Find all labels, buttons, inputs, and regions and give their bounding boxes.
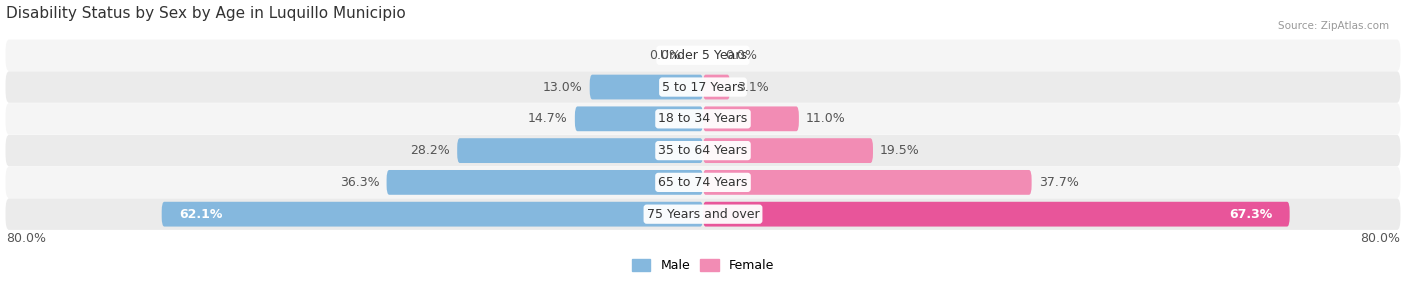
Text: 18 to 34 Years: 18 to 34 Years — [658, 112, 748, 125]
Text: 13.0%: 13.0% — [543, 81, 582, 94]
FancyBboxPatch shape — [6, 71, 1400, 103]
FancyBboxPatch shape — [703, 170, 1032, 195]
Text: 0.0%: 0.0% — [724, 49, 756, 62]
Text: 0.0%: 0.0% — [650, 49, 682, 62]
Text: 37.7%: 37.7% — [1039, 176, 1078, 189]
Text: 11.0%: 11.0% — [806, 112, 845, 125]
FancyBboxPatch shape — [162, 202, 703, 226]
Text: 19.5%: 19.5% — [880, 144, 920, 157]
Text: 28.2%: 28.2% — [411, 144, 450, 157]
FancyBboxPatch shape — [703, 75, 730, 99]
FancyBboxPatch shape — [6, 199, 1400, 230]
FancyBboxPatch shape — [703, 138, 873, 163]
FancyBboxPatch shape — [6, 40, 1400, 71]
Legend: Male, Female: Male, Female — [627, 254, 779, 277]
Text: Disability Status by Sex by Age in Luquillo Municipio: Disability Status by Sex by Age in Luqui… — [6, 5, 405, 21]
FancyBboxPatch shape — [589, 75, 703, 99]
Text: 75 Years and over: 75 Years and over — [647, 208, 759, 221]
Text: 62.1%: 62.1% — [179, 208, 222, 221]
FancyBboxPatch shape — [703, 202, 1289, 226]
FancyBboxPatch shape — [6, 135, 1400, 166]
FancyBboxPatch shape — [6, 103, 1400, 135]
Text: 14.7%: 14.7% — [529, 112, 568, 125]
Text: Source: ZipAtlas.com: Source: ZipAtlas.com — [1278, 21, 1389, 31]
FancyBboxPatch shape — [6, 167, 1400, 198]
Text: 35 to 64 Years: 35 to 64 Years — [658, 144, 748, 157]
Text: 80.0%: 80.0% — [1361, 232, 1400, 245]
Text: 3.1%: 3.1% — [737, 81, 769, 94]
Text: Under 5 Years: Under 5 Years — [659, 49, 747, 62]
Text: 36.3%: 36.3% — [340, 176, 380, 189]
FancyBboxPatch shape — [575, 106, 703, 131]
FancyBboxPatch shape — [457, 138, 703, 163]
Text: 5 to 17 Years: 5 to 17 Years — [662, 81, 744, 94]
FancyBboxPatch shape — [703, 106, 799, 131]
Text: 65 to 74 Years: 65 to 74 Years — [658, 176, 748, 189]
Text: 80.0%: 80.0% — [6, 232, 45, 245]
Text: 67.3%: 67.3% — [1229, 208, 1272, 221]
FancyBboxPatch shape — [387, 170, 703, 195]
